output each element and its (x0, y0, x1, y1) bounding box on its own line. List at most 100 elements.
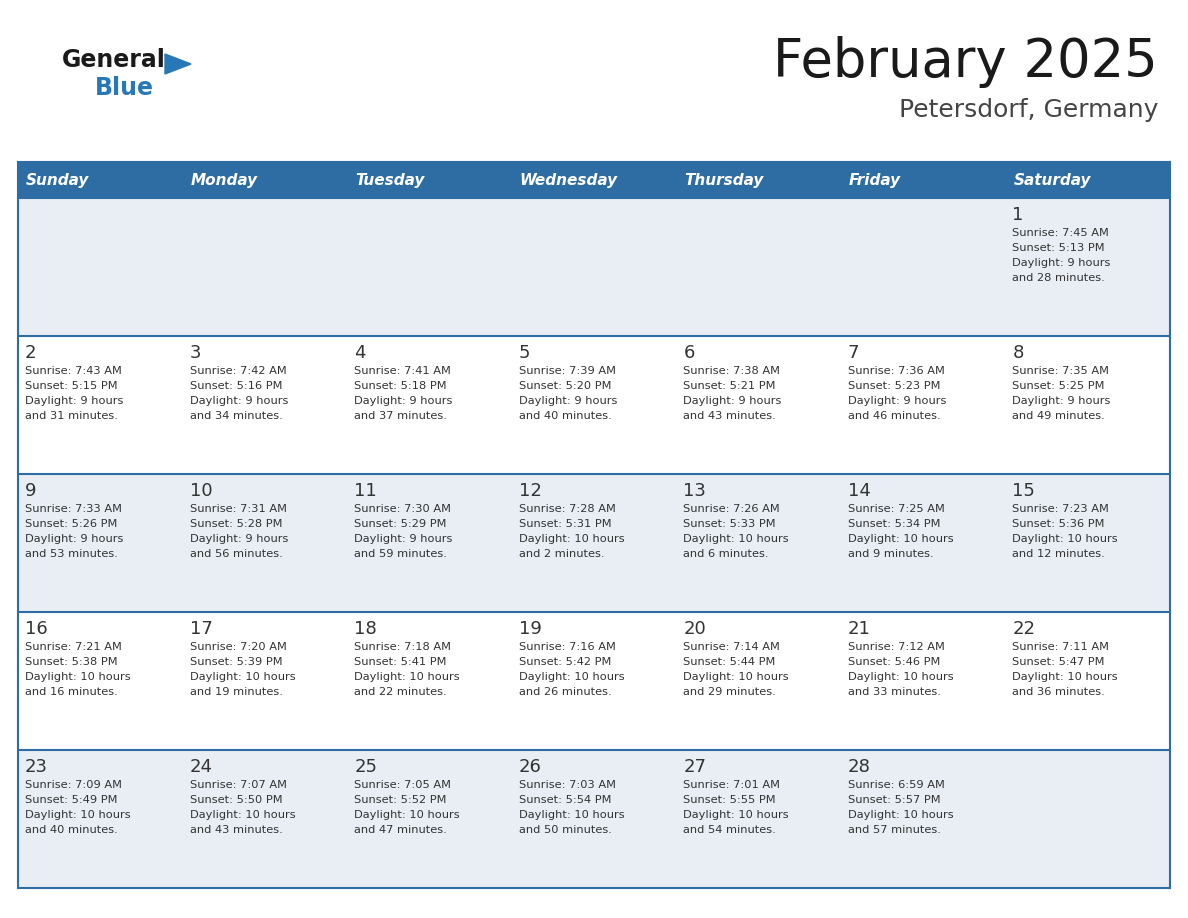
Text: Daylight: 10 hours: Daylight: 10 hours (519, 810, 625, 820)
Text: Sunrise: 7:33 AM: Sunrise: 7:33 AM (25, 504, 122, 514)
Bar (18, 336, 1170, 474)
Text: 22: 22 (1012, 620, 1036, 638)
Text: Sunrise: 7:03 AM: Sunrise: 7:03 AM (519, 780, 615, 790)
Text: Daylight: 10 hours: Daylight: 10 hours (683, 810, 789, 820)
Text: Sunrise: 7:36 AM: Sunrise: 7:36 AM (848, 366, 944, 376)
Text: Sunrise: 7:09 AM: Sunrise: 7:09 AM (25, 780, 122, 790)
Text: and 53 minutes.: and 53 minutes. (25, 549, 118, 559)
Text: Sunrise: 7:39 AM: Sunrise: 7:39 AM (519, 366, 615, 376)
Text: and 40 minutes.: and 40 minutes. (25, 825, 118, 835)
Text: 3: 3 (190, 344, 201, 362)
Text: 5: 5 (519, 344, 530, 362)
Bar (18, 750, 1170, 888)
Text: Sunset: 5:42 PM: Sunset: 5:42 PM (519, 657, 611, 667)
Bar (183, 162, 347, 198)
Text: Sunrise: 6:59 AM: Sunrise: 6:59 AM (848, 780, 944, 790)
Text: 28: 28 (848, 758, 871, 776)
Text: Sunset: 5:38 PM: Sunset: 5:38 PM (25, 657, 118, 667)
Text: Sunset: 5:46 PM: Sunset: 5:46 PM (848, 657, 940, 667)
Text: and 34 minutes.: and 34 minutes. (190, 411, 283, 421)
Bar (18, 612, 1170, 750)
Text: 4: 4 (354, 344, 366, 362)
Bar (347, 162, 512, 198)
Text: 10: 10 (190, 482, 213, 500)
Text: Tuesday: Tuesday (355, 173, 424, 187)
Text: Sunset: 5:47 PM: Sunset: 5:47 PM (1012, 657, 1105, 667)
Bar (18, 474, 1170, 612)
Text: Daylight: 10 hours: Daylight: 10 hours (354, 672, 460, 682)
Text: Daylight: 10 hours: Daylight: 10 hours (1012, 672, 1118, 682)
Text: Daylight: 9 hours: Daylight: 9 hours (25, 396, 124, 406)
Text: Daylight: 10 hours: Daylight: 10 hours (848, 672, 954, 682)
Text: Daylight: 10 hours: Daylight: 10 hours (25, 672, 131, 682)
Text: 16: 16 (25, 620, 48, 638)
Text: and 57 minutes.: and 57 minutes. (848, 825, 941, 835)
Text: Daylight: 10 hours: Daylight: 10 hours (519, 534, 625, 544)
Text: and 12 minutes.: and 12 minutes. (1012, 549, 1105, 559)
Text: Friday: Friday (849, 173, 901, 187)
Text: and 50 minutes.: and 50 minutes. (519, 825, 612, 835)
Text: Sunrise: 7:28 AM: Sunrise: 7:28 AM (519, 504, 615, 514)
Text: Sunset: 5:20 PM: Sunset: 5:20 PM (519, 381, 611, 391)
Text: Sunset: 5:29 PM: Sunset: 5:29 PM (354, 519, 447, 529)
Text: Sunrise: 7:07 AM: Sunrise: 7:07 AM (190, 780, 286, 790)
Text: Sunset: 5:23 PM: Sunset: 5:23 PM (848, 381, 941, 391)
Text: Petersdorf, Germany: Petersdorf, Germany (898, 98, 1158, 122)
Text: Daylight: 10 hours: Daylight: 10 hours (848, 810, 954, 820)
Bar (841, 162, 1005, 198)
Text: 26: 26 (519, 758, 542, 776)
Text: 1: 1 (1012, 206, 1024, 224)
Text: and 9 minutes.: and 9 minutes. (848, 549, 934, 559)
Text: Sunrise: 7:43 AM: Sunrise: 7:43 AM (25, 366, 122, 376)
Text: Sunset: 5:50 PM: Sunset: 5:50 PM (190, 795, 283, 805)
Bar (1005, 162, 1170, 198)
Text: Sunrise: 7:23 AM: Sunrise: 7:23 AM (1012, 504, 1110, 514)
Bar (512, 162, 676, 198)
Text: and 22 minutes.: and 22 minutes. (354, 687, 447, 697)
Text: Thursday: Thursday (684, 173, 764, 187)
Text: Sunset: 5:39 PM: Sunset: 5:39 PM (190, 657, 283, 667)
Text: 2: 2 (25, 344, 37, 362)
Bar (18, 162, 183, 198)
Text: Sunset: 5:31 PM: Sunset: 5:31 PM (519, 519, 612, 529)
Text: 23: 23 (25, 758, 48, 776)
Text: Saturday: Saturday (1013, 173, 1091, 187)
Text: Daylight: 9 hours: Daylight: 9 hours (519, 396, 617, 406)
Text: and 36 minutes.: and 36 minutes. (1012, 687, 1105, 697)
Text: and 40 minutes.: and 40 minutes. (519, 411, 612, 421)
Text: and 29 minutes.: and 29 minutes. (683, 687, 776, 697)
Text: General: General (62, 48, 166, 72)
Text: Sunset: 5:49 PM: Sunset: 5:49 PM (25, 795, 118, 805)
Text: Sunrise: 7:35 AM: Sunrise: 7:35 AM (1012, 366, 1110, 376)
Text: 9: 9 (25, 482, 37, 500)
Text: Sunrise: 7:05 AM: Sunrise: 7:05 AM (354, 780, 451, 790)
Text: 12: 12 (519, 482, 542, 500)
Text: Sunrise: 7:26 AM: Sunrise: 7:26 AM (683, 504, 781, 514)
Text: Daylight: 9 hours: Daylight: 9 hours (190, 534, 287, 544)
Text: Daylight: 10 hours: Daylight: 10 hours (1012, 534, 1118, 544)
Text: 17: 17 (190, 620, 213, 638)
Text: and 47 minutes.: and 47 minutes. (354, 825, 447, 835)
Text: Daylight: 9 hours: Daylight: 9 hours (1012, 396, 1111, 406)
Text: Sunrise: 7:18 AM: Sunrise: 7:18 AM (354, 642, 451, 652)
Text: Daylight: 9 hours: Daylight: 9 hours (848, 396, 946, 406)
Text: Sunset: 5:18 PM: Sunset: 5:18 PM (354, 381, 447, 391)
Text: Daylight: 9 hours: Daylight: 9 hours (25, 534, 124, 544)
Text: Sunrise: 7:25 AM: Sunrise: 7:25 AM (848, 504, 944, 514)
Text: Sunset: 5:15 PM: Sunset: 5:15 PM (25, 381, 118, 391)
Text: 11: 11 (354, 482, 377, 500)
Text: 25: 25 (354, 758, 377, 776)
Text: Sunset: 5:26 PM: Sunset: 5:26 PM (25, 519, 118, 529)
Text: Daylight: 10 hours: Daylight: 10 hours (190, 810, 295, 820)
Text: and 37 minutes.: and 37 minutes. (354, 411, 447, 421)
Text: and 26 minutes.: and 26 minutes. (519, 687, 612, 697)
Text: Sunrise: 7:38 AM: Sunrise: 7:38 AM (683, 366, 781, 376)
Text: and 43 minutes.: and 43 minutes. (683, 411, 776, 421)
Text: Daylight: 9 hours: Daylight: 9 hours (190, 396, 287, 406)
Text: Sunset: 5:16 PM: Sunset: 5:16 PM (190, 381, 282, 391)
Text: Monday: Monday (190, 173, 258, 187)
Text: Sunrise: 7:01 AM: Sunrise: 7:01 AM (683, 780, 781, 790)
Text: and 19 minutes.: and 19 minutes. (190, 687, 283, 697)
Text: Daylight: 9 hours: Daylight: 9 hours (354, 396, 453, 406)
Text: Sunrise: 7:45 AM: Sunrise: 7:45 AM (1012, 228, 1110, 238)
